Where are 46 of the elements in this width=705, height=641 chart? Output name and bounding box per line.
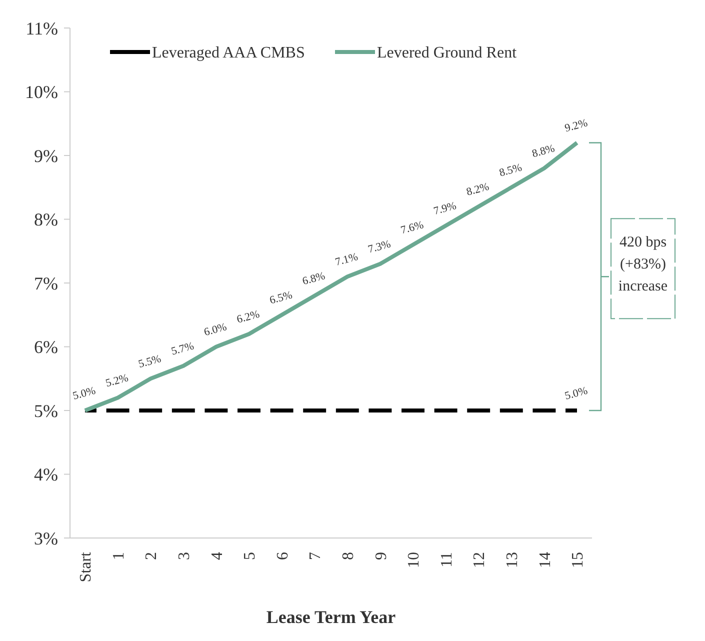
data-label: 8.2% — [465, 180, 490, 198]
legend-label: Levered Ground Rent — [377, 44, 518, 62]
data-label: 6.5% — [268, 289, 294, 307]
data-label: 7.9% — [432, 200, 458, 218]
data-label: 5.0% — [72, 384, 97, 402]
x-tick-label: 12 — [471, 552, 488, 568]
y-tick-label: 9% — [34, 146, 58, 166]
data-label: 5.2% — [104, 372, 130, 390]
data-label: 7.1% — [334, 250, 360, 268]
x-tick-label: 5 — [242, 552, 259, 560]
y-tick-label: 7% — [34, 273, 58, 294]
y-tick-label: 4% — [34, 464, 58, 485]
text: 420 bps (+83%) increase — [618, 234, 668, 295]
x-tick-label: 15 — [570, 552, 587, 568]
data-label: 6.2% — [236, 308, 261, 326]
data-label: 5.0% — [564, 384, 589, 402]
data-label: 5.7% — [170, 340, 196, 358]
x-tick-label: 13 — [504, 552, 521, 568]
data-label: 9.2% — [564, 117, 589, 135]
x-tick-label: 8 — [340, 552, 357, 560]
x-tick-label: 4 — [208, 552, 226, 560]
data-label: 7.6% — [400, 219, 425, 237]
x-tick-label: 6 — [274, 552, 292, 560]
x-tick-label: 3 — [176, 552, 193, 560]
data-label: 5.5% — [137, 352, 162, 370]
y-tick-label: 10% — [25, 82, 58, 102]
data-label: 8.8% — [530, 142, 556, 160]
x-tick-label: 2 — [143, 552, 160, 560]
data-label: 7.3% — [366, 238, 392, 256]
x-tick-label: 14 — [536, 552, 554, 568]
x-tick-label: 7 — [307, 552, 324, 560]
x-tick-label: 1 — [110, 552, 128, 560]
data-label: 6.8% — [301, 270, 326, 288]
x-tick-label: Start — [78, 551, 95, 582]
x-tick-label: 9 — [372, 552, 390, 560]
y-tick-label: 8% — [34, 210, 58, 230]
legend-label: Leveraged AAA CMBS — [152, 44, 305, 62]
y-tick-label: 11% — [26, 18, 58, 38]
y-tick-label: 6% — [34, 337, 58, 358]
data-label: 8.5% — [498, 162, 524, 180]
x-tick-label: 10 — [406, 552, 423, 568]
y-tick-label: 3% — [34, 528, 58, 548]
data-label: 6.0% — [202, 321, 228, 339]
x-axis-title: Lease Term Year — [266, 607, 396, 627]
x-tick-label: 11 — [438, 552, 456, 568]
y-tick-label: 5% — [34, 400, 58, 421]
